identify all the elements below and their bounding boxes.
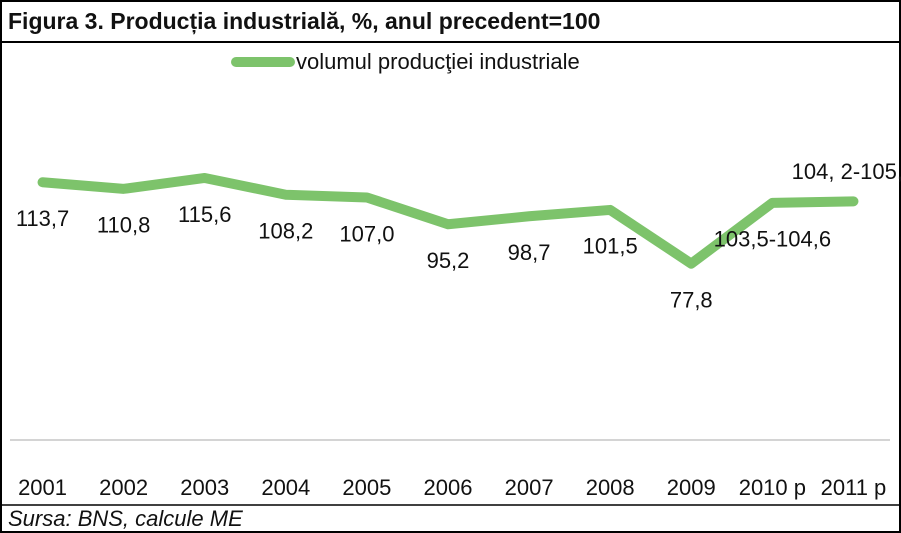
data-label: 107,0 xyxy=(339,221,394,246)
data-label: 115,6 xyxy=(178,202,231,227)
data-label: 103,5-104,6 xyxy=(714,227,831,252)
data-label: 101,5 xyxy=(583,234,638,259)
x-tick-label: 2010 p xyxy=(739,475,806,500)
data-label: 98,7 xyxy=(508,240,551,265)
data-label: 77,8 xyxy=(670,287,713,312)
x-tick-label: 2006 xyxy=(424,475,473,500)
x-tick-label: 2004 xyxy=(261,475,310,500)
x-tick-label: 2011 p xyxy=(821,475,887,500)
data-label: 104, 2-105,3 xyxy=(792,159,901,184)
legend-label: volumul producţiei industriale xyxy=(296,49,580,74)
x-tick-label: 2002 xyxy=(99,475,148,500)
x-tick-label: 2007 xyxy=(505,475,554,500)
x-tick-label: 2003 xyxy=(180,475,229,500)
data-line xyxy=(37,172,859,269)
data-label: 113,7 xyxy=(16,206,69,231)
source-note: Sursa: BNS, calcule ME xyxy=(8,506,243,531)
x-tick-label: 2008 xyxy=(586,475,635,500)
chart-title: Figura 3. Producția industrială, %, anul… xyxy=(8,8,600,35)
data-label: 95,2 xyxy=(427,248,470,273)
x-tick-label: 2009 xyxy=(667,475,716,500)
data-label: 108,2 xyxy=(258,219,313,244)
data-label: 110,8 xyxy=(97,213,150,238)
x-tick-label: 2005 xyxy=(342,475,391,500)
x-tick-label: 2001 xyxy=(18,475,67,500)
